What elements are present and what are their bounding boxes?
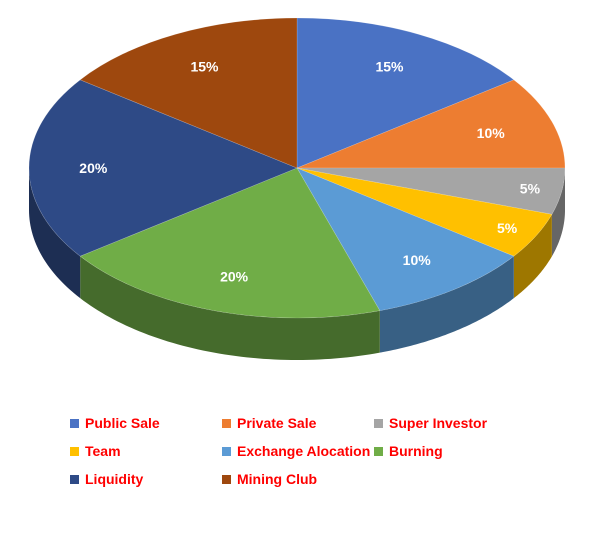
pie-side-burning xyxy=(80,256,380,360)
legend-item-super-investor: Super Investor xyxy=(374,414,540,432)
pie-chart: 15% 10% 5% 5% 10% 20% 20% 15% xyxy=(28,17,566,360)
data-label-team: 5% xyxy=(497,220,518,236)
legend-item-team: Team xyxy=(70,442,222,460)
legend-item-mining-club: Mining Club xyxy=(222,470,374,488)
data-label-mining-club: 15% xyxy=(190,58,219,74)
pie-slice-exchange-alocation xyxy=(296,167,515,311)
legend-swatch xyxy=(222,474,231,484)
legend-item-exchange-alocation: Exchange Alocation xyxy=(222,442,374,460)
legend-swatch xyxy=(374,446,383,456)
legend-swatch xyxy=(70,418,79,428)
pie-slice-team xyxy=(296,167,553,257)
legend-item-private-sale: Private Sale xyxy=(222,414,374,432)
legend-label: Burning xyxy=(389,443,443,459)
data-label-public-sale: 15% xyxy=(375,58,404,74)
pie-slice-burning xyxy=(79,167,381,319)
legend-label: Exchange Alocation xyxy=(237,443,371,459)
pie-side-exchange-alocation xyxy=(379,256,514,353)
pie-slice-public-sale xyxy=(296,17,515,169)
data-label-private-sale: 10% xyxy=(477,125,506,141)
legend-swatch xyxy=(374,418,383,428)
pie-data-labels: 15% 10% 5% 5% 10% 20% 20% 15% xyxy=(79,58,540,284)
pie-side-liquidity xyxy=(29,168,81,299)
pie-slice-liquidity xyxy=(28,79,298,257)
data-label-burning: 20% xyxy=(220,268,249,284)
legend-swatch xyxy=(70,446,79,456)
legend-item-public-sale: Public Sale xyxy=(70,414,222,432)
pie-slice-mining-club xyxy=(79,17,298,169)
legend-label: Team xyxy=(85,443,121,459)
data-label-liquidity: 20% xyxy=(79,160,108,176)
pie-side-team xyxy=(513,214,552,299)
legend-label: Public Sale xyxy=(85,415,160,431)
legend-label: Private Sale xyxy=(237,415,317,431)
legend-swatch xyxy=(222,446,231,456)
legend-label: Liquidity xyxy=(85,471,144,487)
data-label-exchange-alocation: 10% xyxy=(403,252,432,268)
legend-swatch xyxy=(70,474,79,484)
pie-slice-private-sale xyxy=(296,79,566,169)
legend-item-liquidity: Liquidity xyxy=(70,470,222,488)
legend-item-burning: Burning xyxy=(374,442,540,460)
pie-slice-super-investor xyxy=(296,167,566,215)
legend-label: Super Investor xyxy=(389,415,488,431)
pie-side-super-investor xyxy=(551,168,565,257)
legend-swatch xyxy=(222,418,231,428)
pie-slices xyxy=(28,17,566,319)
chart-legend: Public Sale Private Sale Super Investor Tea… xyxy=(70,414,540,488)
legend-label: Mining Club xyxy=(237,471,318,487)
data-label-super-investor: 5% xyxy=(520,181,541,197)
pie-depth xyxy=(29,168,565,360)
